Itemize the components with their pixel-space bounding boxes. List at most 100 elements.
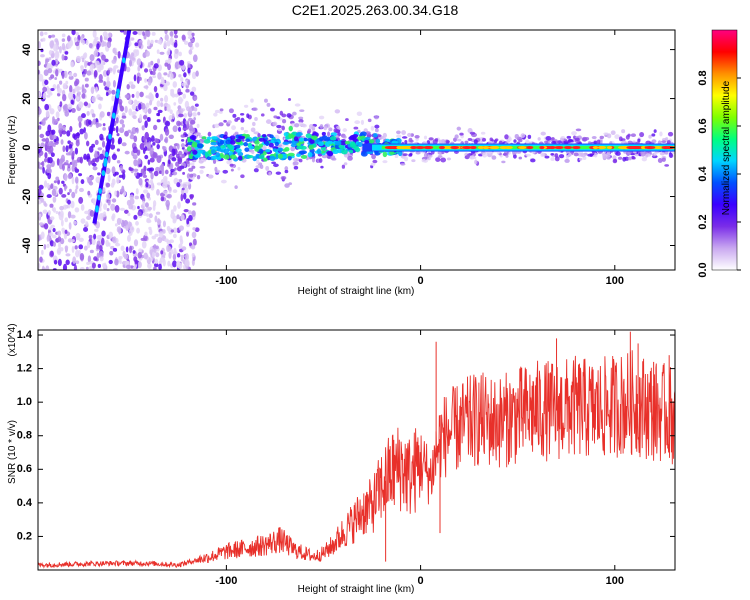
spectrogram-noise-cell: [99, 34, 103, 43]
spectrogram-band-cell: [401, 136, 408, 139]
spectrogram-noise-cell: [192, 202, 197, 206]
spectrogram-band-cell: [189, 162, 195, 166]
carrier-peak: [635, 145, 642, 150]
spectrogram-band-cell: [220, 179, 227, 184]
spectrogram-band-cell: [266, 102, 271, 107]
spectrogram-band-cell: [664, 164, 670, 167]
spectrogram-noise-cell: [75, 139, 80, 147]
spectrogram-noise-cell: [40, 142, 45, 149]
spectrogram-noise-cell: [117, 98, 123, 105]
spectrogram-noise-cell: [98, 206, 102, 212]
carrier-peak: [640, 145, 646, 150]
spectrogram-noise-cell: [92, 158, 97, 162]
spectrogram-band-cell: [396, 134, 402, 139]
spectrogram-noise-cell: [160, 192, 165, 198]
spectrogram-noise-cell: [182, 183, 187, 189]
spectrogram-noise-cell: [43, 223, 49, 230]
snr-ytick-label: 1.4: [17, 329, 33, 341]
spectrogram-band-cell: [573, 152, 579, 157]
spectrogram-noise-cell: [181, 153, 186, 159]
spectrogram-noise-cell: [111, 166, 116, 175]
spectrogram-noise-cell: [189, 194, 194, 200]
spectrogram-noise-cell: [46, 94, 51, 98]
spectrogram-noise-cell: [138, 103, 142, 111]
spectrogram-noise-cell: [74, 166, 78, 171]
spectrogram-noise-cell: [153, 86, 158, 93]
spectrogram-band-cell: [402, 153, 408, 157]
spectrogram-strong-cell: [288, 133, 294, 139]
spectrogram-noise-cell: [171, 93, 176, 98]
spectrogram-noise-cell: [47, 156, 53, 164]
spectrogram-noise-cell: [46, 243, 50, 248]
spectrogram-noise-cell: [174, 93, 179, 98]
spectrogram-noise-cell: [58, 241, 62, 249]
spectrogram-band-cell: [545, 136, 552, 141]
spectrogram-noise-cell: [150, 180, 154, 189]
spectrogram-noise-cell: [149, 228, 153, 235]
spectrogram-noise-cell: [182, 118, 187, 125]
spectrogram-band-cell: [343, 162, 348, 166]
spectrogram-noise-cell: [119, 188, 125, 193]
spectrogram-noise-cell: [153, 266, 157, 270]
spectrogram-noise-cell: [195, 70, 199, 77]
spectrogram-noise-cell: [133, 50, 138, 58]
snr-series-line: [38, 350, 675, 569]
spectrogram-noise-cell: [167, 73, 171, 78]
spectrogram-noise-cell: [74, 41, 80, 47]
spectrogram-band-cell: [353, 126, 359, 130]
spectrogram-noise-cell: [152, 71, 156, 76]
spectrogram-noise-cell: [101, 230, 106, 237]
spectrogram-noise-cell: [105, 167, 111, 175]
spectrogram-noise-cell: [47, 210, 51, 216]
spectrogram-noise-cell: [50, 74, 55, 79]
spectrogram-band-cell: [281, 125, 285, 131]
spectrogram-noise-cell: [145, 50, 150, 57]
spectrogram-noise-cell: [80, 35, 84, 44]
spectrogram-strong-cell: [235, 148, 242, 153]
spectrogram-noise-cell: [90, 86, 95, 95]
spectrogram-noise-cell: [53, 44, 59, 52]
spectrogram-noise-cell: [187, 30, 193, 37]
spectrogram-band-cell: [307, 128, 312, 134]
spectrogram-noise-cell: [102, 127, 106, 131]
spectrogram-strong-cell: [196, 143, 204, 149]
spectrogram-noise-cell: [86, 240, 91, 249]
spectrogram-noise-cell: [83, 245, 88, 251]
spectrogram-band-cell: [321, 154, 328, 159]
spectrogram-noise-cell: [178, 74, 182, 78]
spectrogram-strong-cell: [389, 151, 395, 155]
spectrogram-strong-cell: [391, 140, 398, 145]
spectrogram-strong-cell: [398, 150, 403, 157]
spectrogram-noise-cell: [81, 84, 85, 92]
spectrogram-noise-cell: [130, 84, 136, 90]
spectrogram-noise-cell: [70, 239, 75, 243]
spectrogram-band-cell: [630, 133, 637, 138]
spectrogram-noise-cell: [169, 173, 172, 178]
spectrogram-noise-cell: [143, 68, 149, 73]
spectrogram-strong-cell: [311, 135, 318, 140]
spectrogram-noise-cell: [104, 58, 109, 63]
spectrogram-noise-cell: [112, 67, 116, 75]
spectrogram-band-cell: [199, 165, 206, 169]
spectrogram-strong-cell: [329, 135, 337, 141]
spectrogram-noise-cell: [105, 92, 109, 97]
spectrogram-band-cell: [260, 113, 265, 117]
spectrogram-strong-cell: [215, 152, 221, 158]
spectrogram-noise-cell: [170, 209, 174, 214]
spectrogram-noise-cell: [144, 154, 149, 160]
spectrogram-noise-cell: [77, 249, 81, 256]
spectrogram-noise-cell: [75, 32, 79, 36]
spectrogram-band-cell: [240, 112, 245, 116]
spectrogram-band-cell: [559, 137, 564, 142]
spectrogram-band-cell: [518, 156, 523, 160]
snr-line: [38, 331, 675, 569]
spectrogram-noise-cell: [143, 189, 149, 194]
spectrogram-noise-cell: [128, 98, 132, 105]
spectrogram-noise-cell: [38, 222, 44, 226]
spectrogram-noise-cell: [65, 259, 70, 266]
spectrogram-noise-cell: [126, 235, 131, 242]
spectrogram-noise-cell: [106, 111, 111, 117]
spectrogram-noise-cell: [46, 182, 50, 189]
spectrogram-strong-cell: [372, 133, 378, 138]
spectrogram-band-cell: [578, 157, 583, 161]
